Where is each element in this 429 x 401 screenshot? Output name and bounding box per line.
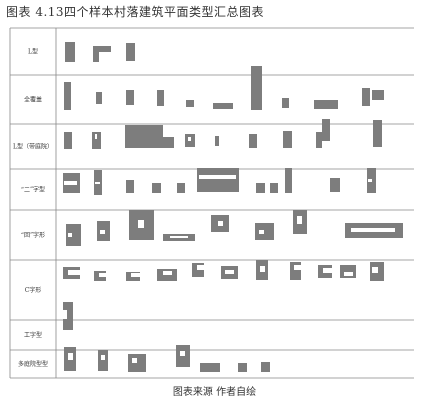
- building-plan: [186, 100, 194, 107]
- courtyard-void: [197, 265, 204, 270]
- building-plan: [98, 350, 108, 371]
- building-plan: [64, 82, 71, 110]
- building-plan: [316, 132, 322, 148]
- building-plan: [372, 90, 384, 100]
- building-plan: [96, 92, 102, 104]
- building-plan: [285, 168, 292, 193]
- building-plan: [160, 137, 174, 148]
- building-plan: [93, 46, 111, 52]
- figure-title: 图表 4.13四个样本村落建筑平面类型汇总图表: [6, 5, 265, 19]
- building-plan: [64, 132, 72, 149]
- row-label: L型（带庭院）: [13, 143, 53, 151]
- courtyard-void: [95, 182, 100, 184]
- courtyard-void: [180, 351, 185, 356]
- building-plan: [213, 103, 233, 109]
- building-plan: [200, 363, 220, 372]
- courtyard-void: [101, 355, 105, 360]
- courtyard-void: [64, 181, 77, 185]
- row-label: “回”字形: [21, 231, 45, 239]
- courtyard-void: [131, 273, 140, 277]
- building-plan: [330, 178, 340, 192]
- building-plan: [126, 90, 134, 105]
- courtyard-void: [260, 266, 265, 272]
- courtyard-void: [344, 272, 353, 276]
- courtyard-void: [63, 310, 67, 319]
- courtyard-void: [68, 270, 80, 275]
- building-plan: [215, 136, 219, 146]
- building-plan: [126, 180, 134, 193]
- building-plan: [255, 223, 274, 240]
- building-plan: [66, 224, 81, 246]
- courtyard-void: [372, 267, 378, 273]
- building-plan: [283, 131, 292, 148]
- courtyard-void: [138, 220, 144, 228]
- figure-caption: 图表来源 作者自绘: [172, 387, 257, 398]
- courtyard-void: [225, 270, 234, 274]
- building-plan: [152, 183, 161, 193]
- building-plan: [373, 120, 382, 147]
- courtyard-void: [351, 228, 395, 232]
- building-plan: [314, 100, 338, 109]
- courtyard-void: [199, 175, 236, 179]
- courtyard-void: [95, 134, 97, 139]
- building-plan: [92, 132, 101, 149]
- building-plan: [340, 265, 356, 278]
- building-plan: [197, 168, 239, 192]
- courtyard-void: [259, 230, 264, 234]
- row-label: “二”字型: [21, 186, 45, 194]
- courtyard-void: [132, 358, 137, 363]
- courtyard-void: [297, 216, 302, 224]
- courtyard-void: [294, 265, 301, 270]
- building-plan: [65, 42, 75, 62]
- building-plan: [261, 362, 270, 372]
- courtyard-void: [99, 273, 106, 277]
- courtyard-void: [188, 137, 191, 141]
- building-plan: [256, 183, 265, 193]
- building-plan: [126, 43, 135, 61]
- building-plan: [282, 98, 289, 108]
- courtyard-void: [218, 221, 223, 226]
- building-plan: [238, 363, 247, 372]
- building-plan: [290, 262, 301, 280]
- building-plan: [322, 119, 330, 141]
- building-plan: [157, 90, 164, 106]
- courtyard-void: [368, 179, 372, 182]
- courtyard-void: [68, 233, 72, 237]
- row-label: C字形: [25, 286, 42, 294]
- courtyard-void: [163, 271, 172, 275]
- row-label: 工字型: [24, 331, 42, 339]
- courtyard-void: [68, 353, 73, 360]
- courtyard-void: [170, 236, 188, 238]
- building-plan: [93, 46, 99, 62]
- row-label: 多庭院型型: [18, 360, 48, 368]
- row-label: L型: [28, 48, 38, 56]
- building-plan: [177, 183, 185, 193]
- building-plan: [249, 134, 257, 148]
- courtyard-void: [323, 268, 332, 273]
- building-plan: [270, 183, 278, 193]
- row-label: 全覆盖: [24, 96, 42, 104]
- building-plan: [125, 125, 163, 148]
- building-plan: [362, 88, 370, 106]
- courtyard-void: [100, 230, 105, 234]
- building-plan: [251, 66, 262, 110]
- building-plan: [63, 302, 73, 330]
